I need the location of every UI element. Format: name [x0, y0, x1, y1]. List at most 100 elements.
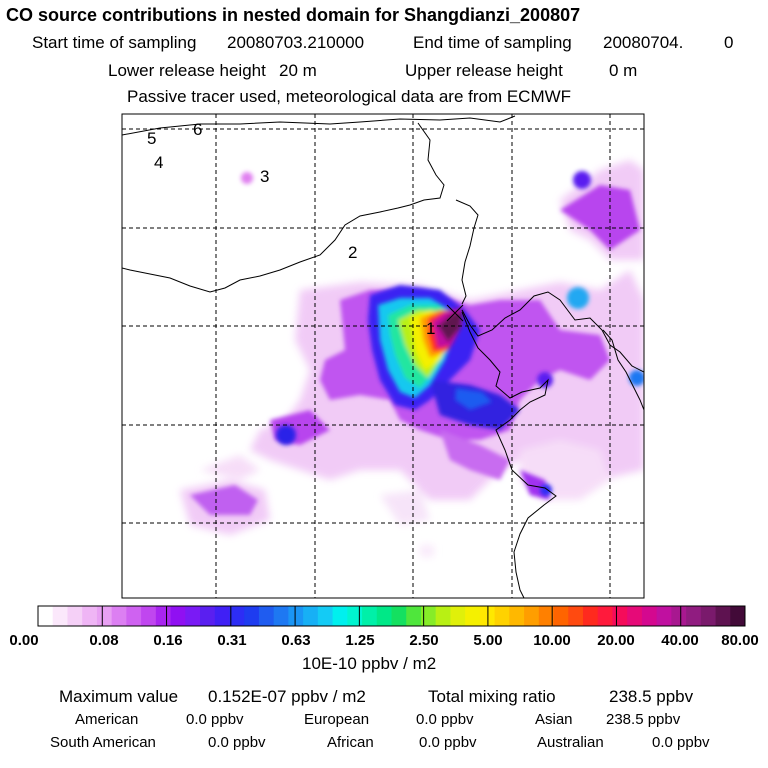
upper-height-label: Upper release height — [405, 61, 563, 80]
colorbar-tick: 0.00 — [9, 632, 39, 649]
max-value: 0.152E-07 ppbv / m2 — [208, 687, 366, 706]
region-name-european: European — [304, 711, 370, 728]
coast-bohai — [461, 311, 557, 598]
point-label-4: 4 — [154, 153, 163, 172]
colorbar-swatch — [524, 606, 540, 626]
colorbar-tick: 10.00 — [533, 632, 571, 649]
region-value-american: 0.0 ppbv — [186, 711, 244, 728]
colorbar-swatch — [82, 606, 98, 626]
colorbar-swatch — [141, 606, 157, 626]
colorbar-swatch — [67, 606, 83, 626]
colorbar-swatch — [155, 606, 171, 626]
north-border — [122, 115, 516, 136]
colorbar-swatch — [627, 606, 643, 626]
colorbar-tick: 5.00 — [473, 632, 503, 649]
colorbar-tick: 2.50 — [409, 632, 439, 649]
colorbar-swatch — [244, 606, 260, 626]
point-label-3: 3 — [260, 167, 269, 186]
colorbar-swatch — [362, 606, 378, 626]
colorbar-swatch — [258, 606, 275, 626]
map-frame — [121, 113, 645, 599]
colorbar — [37, 605, 746, 627]
region-value-south-american: 0.0 ppbv — [208, 734, 266, 751]
colorbar-swatch — [538, 606, 554, 626]
colorbar-swatch — [656, 606, 672, 626]
colorbar-swatch — [671, 606, 687, 626]
colorbar-swatch — [52, 606, 68, 626]
colorbar-swatch — [391, 606, 407, 626]
colorbar-swatch — [435, 606, 451, 626]
lower-height-label: Lower release height — [108, 61, 266, 80]
total-mixing-value: 238.5 ppbv — [609, 687, 694, 706]
start-time-value: 20080703.210000 — [227, 33, 365, 52]
colorbar-tick: 80.00 — [721, 632, 759, 649]
colorbar-swatch — [406, 606, 422, 626]
colorbar-swatch — [273, 606, 289, 626]
colorbar-swatch — [126, 606, 142, 626]
plot-title: CO source contributions in nested domain… — [6, 5, 581, 25]
concentration-field — [180, 160, 644, 557]
mid-border — [122, 122, 445, 293]
region-name-african: African — [327, 734, 374, 751]
region-value-asian: 238.5 ppbv — [606, 711, 681, 728]
colorbar-tick: 0.16 — [153, 632, 183, 649]
colorbar-swatch — [730, 606, 746, 626]
region-name-asian: Asian — [535, 711, 573, 728]
coastlines — [122, 115, 644, 598]
colorbar-tick: 0.63 — [281, 632, 311, 649]
colorbar-swatch — [332, 606, 348, 626]
x-mark-icon — [446, 304, 464, 322]
colorbar-frame — [37, 605, 746, 627]
region-name-south-american: South American — [50, 734, 156, 751]
colorbar-tick: 0.31 — [217, 632, 247, 649]
colorbar-swatch — [170, 606, 186, 626]
colorbar-swatch — [686, 606, 702, 626]
colorbar-swatch — [229, 606, 245, 626]
colorbar-swatch — [347, 606, 363, 626]
colorbar-tick: 40.00 — [661, 632, 699, 649]
point-label-1: 1 — [426, 319, 435, 338]
colorbar-swatch — [420, 606, 437, 626]
colorbar-swatch — [612, 606, 628, 626]
region-value-australian: 0.0 ppbv — [652, 734, 710, 751]
max-value-label: Maximum value — [59, 687, 179, 706]
colorbar-swatch — [582, 606, 599, 626]
colorbar-swatch — [465, 606, 481, 626]
colorbar-swatch — [553, 606, 569, 626]
colorbar-swatch — [376, 606, 392, 626]
colorbar-swatch — [568, 606, 584, 626]
lat-lon-grid — [122, 114, 644, 598]
colorbar-swatch — [288, 606, 304, 626]
point-label-5: 5 — [147, 129, 156, 148]
point-label-2: 2 — [348, 243, 357, 262]
end-time-label: End time of sampling — [413, 33, 572, 52]
region-name-american: American — [75, 711, 139, 728]
colorbar-tick: 1.25 — [345, 632, 375, 649]
coast-korea — [602, 329, 644, 411]
colorbar-swatch — [494, 606, 510, 626]
colorbar-swatch — [597, 606, 613, 626]
colorbar-swatch — [303, 606, 319, 626]
colorbar-swatch — [111, 606, 127, 626]
colorbar-swatch — [317, 606, 333, 626]
region-value-african: 0.0 ppbv — [419, 734, 477, 751]
east-border — [455, 199, 479, 305]
colorbar-swatch — [185, 606, 201, 626]
lower-height-value: 20 m — [279, 61, 317, 80]
colorbar-swatch — [641, 606, 658, 626]
colorbar-swatch — [200, 606, 216, 626]
colorbar-unit: 10E-10 ppbv / m2 — [302, 654, 437, 673]
region-value-european: 0.0 ppbv — [416, 711, 474, 728]
colorbar-swatch — [214, 606, 230, 626]
colorbar-swatch — [700, 606, 716, 626]
start-time-label: Start time of sampling — [32, 33, 197, 52]
colorbar-swatch — [715, 606, 731, 626]
colorbar-swatch — [96, 606, 113, 626]
point-label-6: 6 — [193, 120, 202, 139]
colorbar-swatch — [38, 606, 54, 626]
region-name-australian: Australian — [537, 734, 604, 751]
end-time-suffix: 0 — [724, 33, 734, 52]
tracer-note: Passive tracer used, meteorological data… — [127, 87, 572, 106]
colorbar-swatch — [509, 606, 525, 626]
